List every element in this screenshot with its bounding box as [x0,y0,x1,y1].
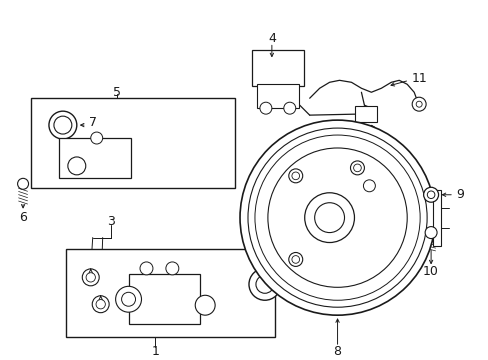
Text: 3: 3 [106,215,114,228]
Circle shape [304,193,354,243]
Circle shape [423,187,438,202]
Circle shape [86,273,95,282]
Circle shape [288,252,302,266]
Text: 1: 1 [151,345,159,357]
Bar [128,274,200,324]
Circle shape [350,161,364,175]
Circle shape [283,102,295,114]
Circle shape [427,191,434,198]
Circle shape [240,120,434,315]
Text: 2: 2 [283,239,291,252]
Circle shape [363,180,375,192]
Circle shape [353,164,361,172]
Circle shape [140,262,153,275]
Circle shape [195,295,215,315]
Bar [432,190,440,246]
Circle shape [291,172,299,180]
Text: 12: 12 [390,148,406,161]
Bar [256,84,298,108]
Bar [31,98,235,188]
Text: 10: 10 [422,265,438,278]
Circle shape [54,116,72,134]
Circle shape [424,226,436,239]
Circle shape [91,132,102,144]
Bar [355,106,377,122]
Circle shape [260,102,271,114]
Circle shape [18,178,28,189]
Text: 9: 9 [455,188,463,201]
Circle shape [68,157,85,175]
Circle shape [288,169,302,183]
Text: 7: 7 [88,116,97,129]
Circle shape [255,275,273,293]
Text: 6: 6 [19,211,27,224]
Text: 4: 4 [267,32,275,45]
Circle shape [267,148,407,287]
Circle shape [122,292,135,306]
Circle shape [415,101,421,107]
Bar [251,50,303,86]
Bar [59,138,130,178]
Circle shape [248,269,280,300]
Text: 11: 11 [410,72,426,85]
Circle shape [96,300,105,309]
Circle shape [92,296,109,313]
Text: 5: 5 [113,86,121,99]
Circle shape [411,97,425,111]
Circle shape [254,135,419,300]
Circle shape [115,286,141,312]
Text: 8: 8 [333,345,341,357]
Circle shape [165,262,179,275]
Circle shape [82,269,99,286]
Circle shape [314,203,344,233]
Circle shape [291,256,299,263]
Bar [66,249,274,337]
Circle shape [247,128,426,307]
Circle shape [49,111,77,139]
